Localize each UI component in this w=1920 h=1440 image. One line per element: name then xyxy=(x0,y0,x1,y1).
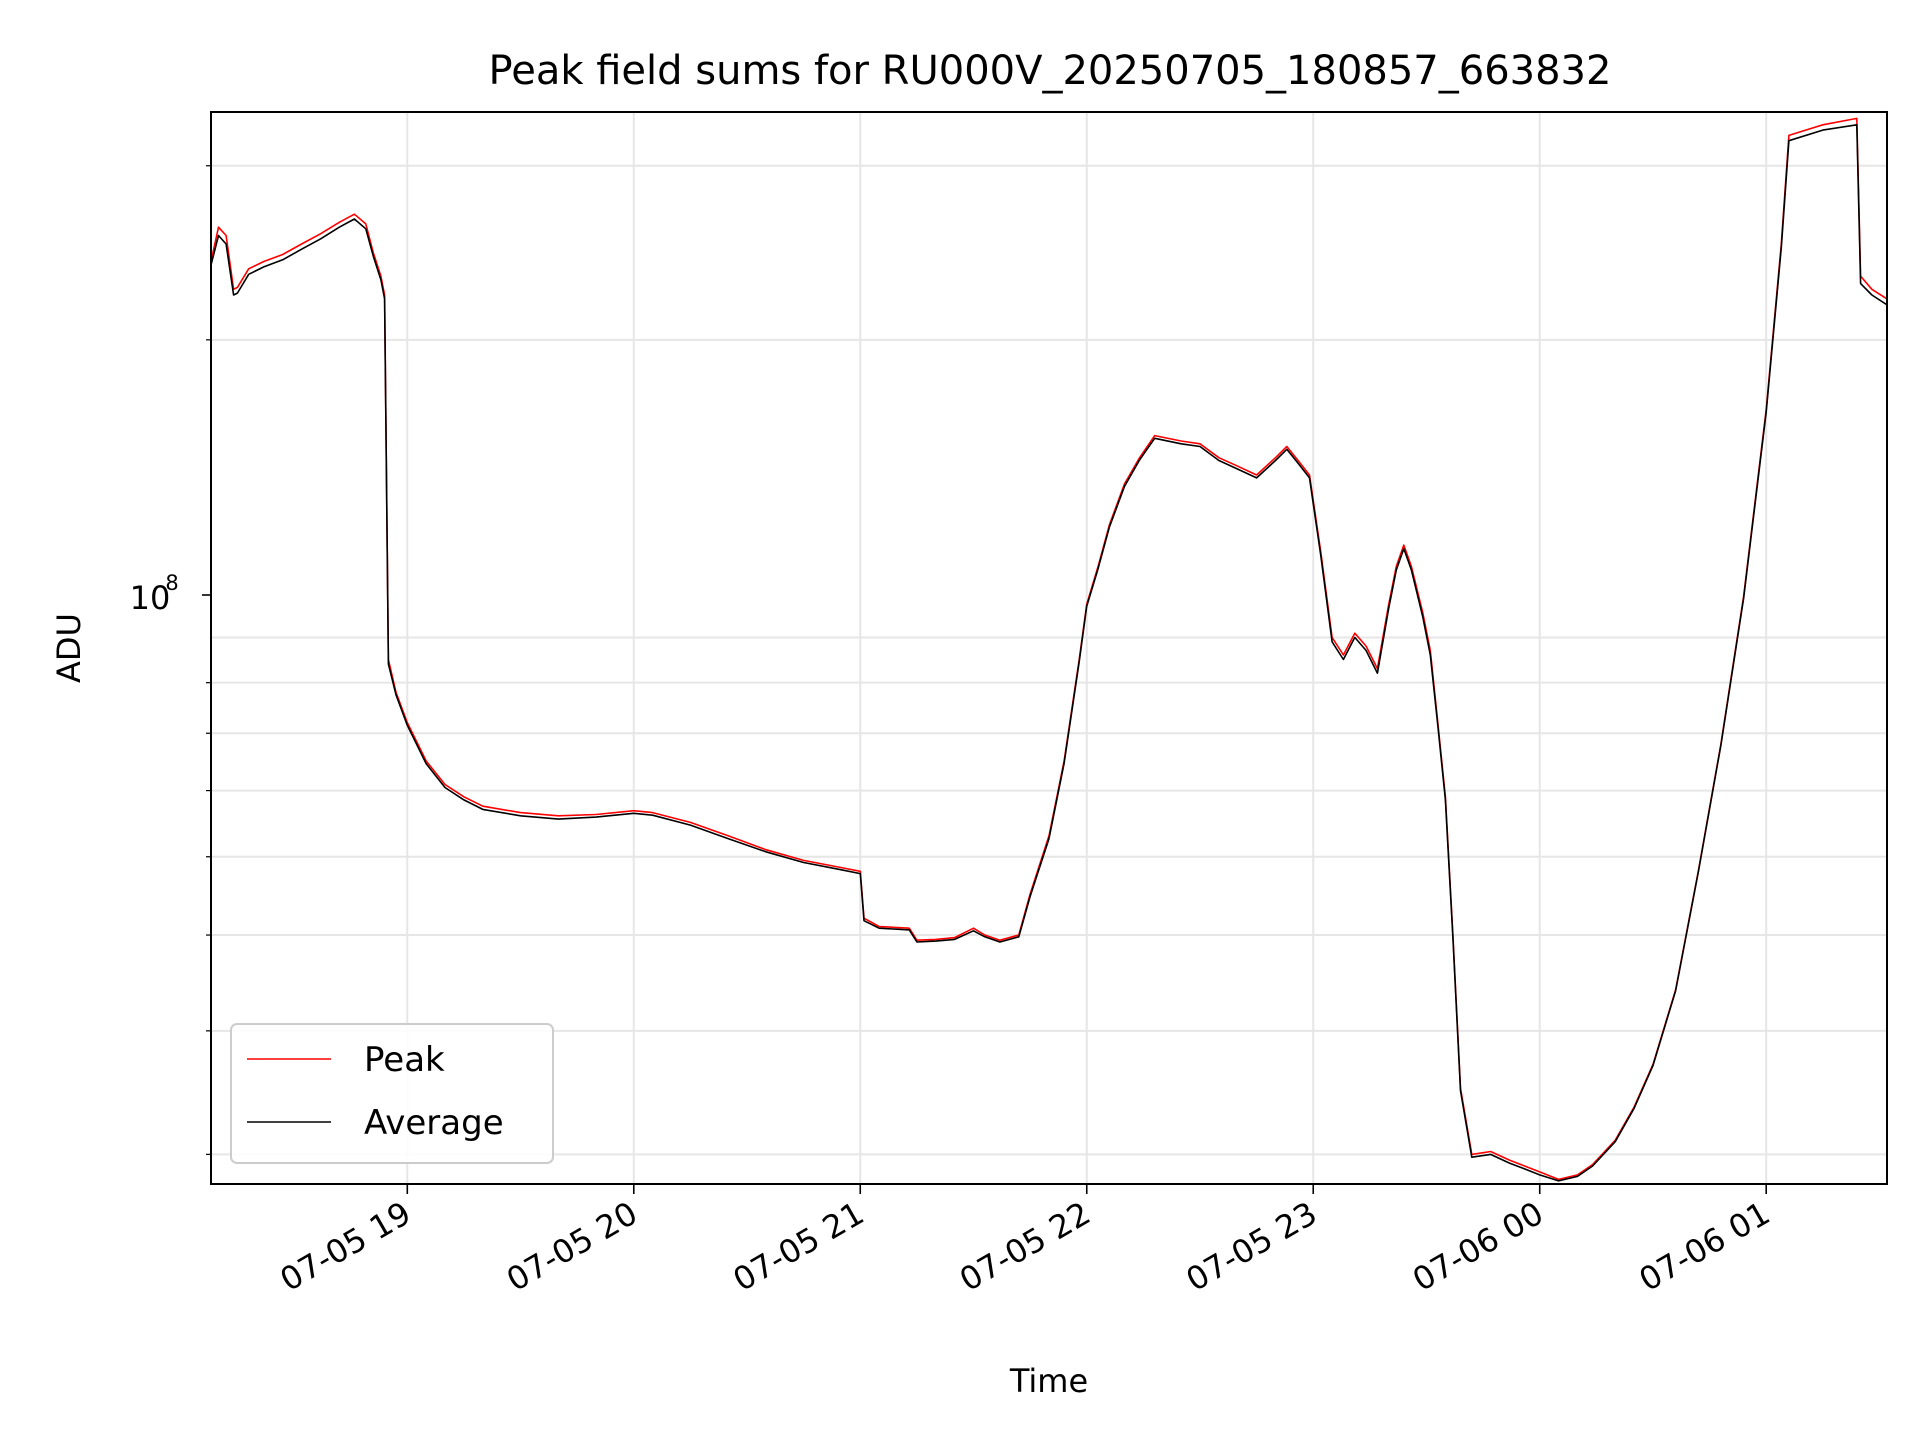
series-layer xyxy=(211,117,1887,1182)
legend: Peak Average xyxy=(230,1023,554,1164)
y-tick-1e8: 10 8 xyxy=(130,571,211,617)
plot-frame xyxy=(210,111,1888,1185)
grid xyxy=(211,112,1887,1184)
y-tick-label-base: 10 xyxy=(130,579,171,617)
x-axis-label: Time xyxy=(1009,1362,1088,1400)
y-axis-label: ADU xyxy=(50,613,88,683)
legend-label-peak: Peak xyxy=(364,1040,445,1080)
legend-label-average: Average xyxy=(364,1103,504,1143)
chart-title: Peak field sums for RU000V_20250705_1808… xyxy=(489,48,1612,94)
y-axis-minor-ticks xyxy=(206,165,211,1155)
y-tick-label-exponent: 8 xyxy=(165,571,178,595)
series-line-average xyxy=(211,124,1887,1182)
